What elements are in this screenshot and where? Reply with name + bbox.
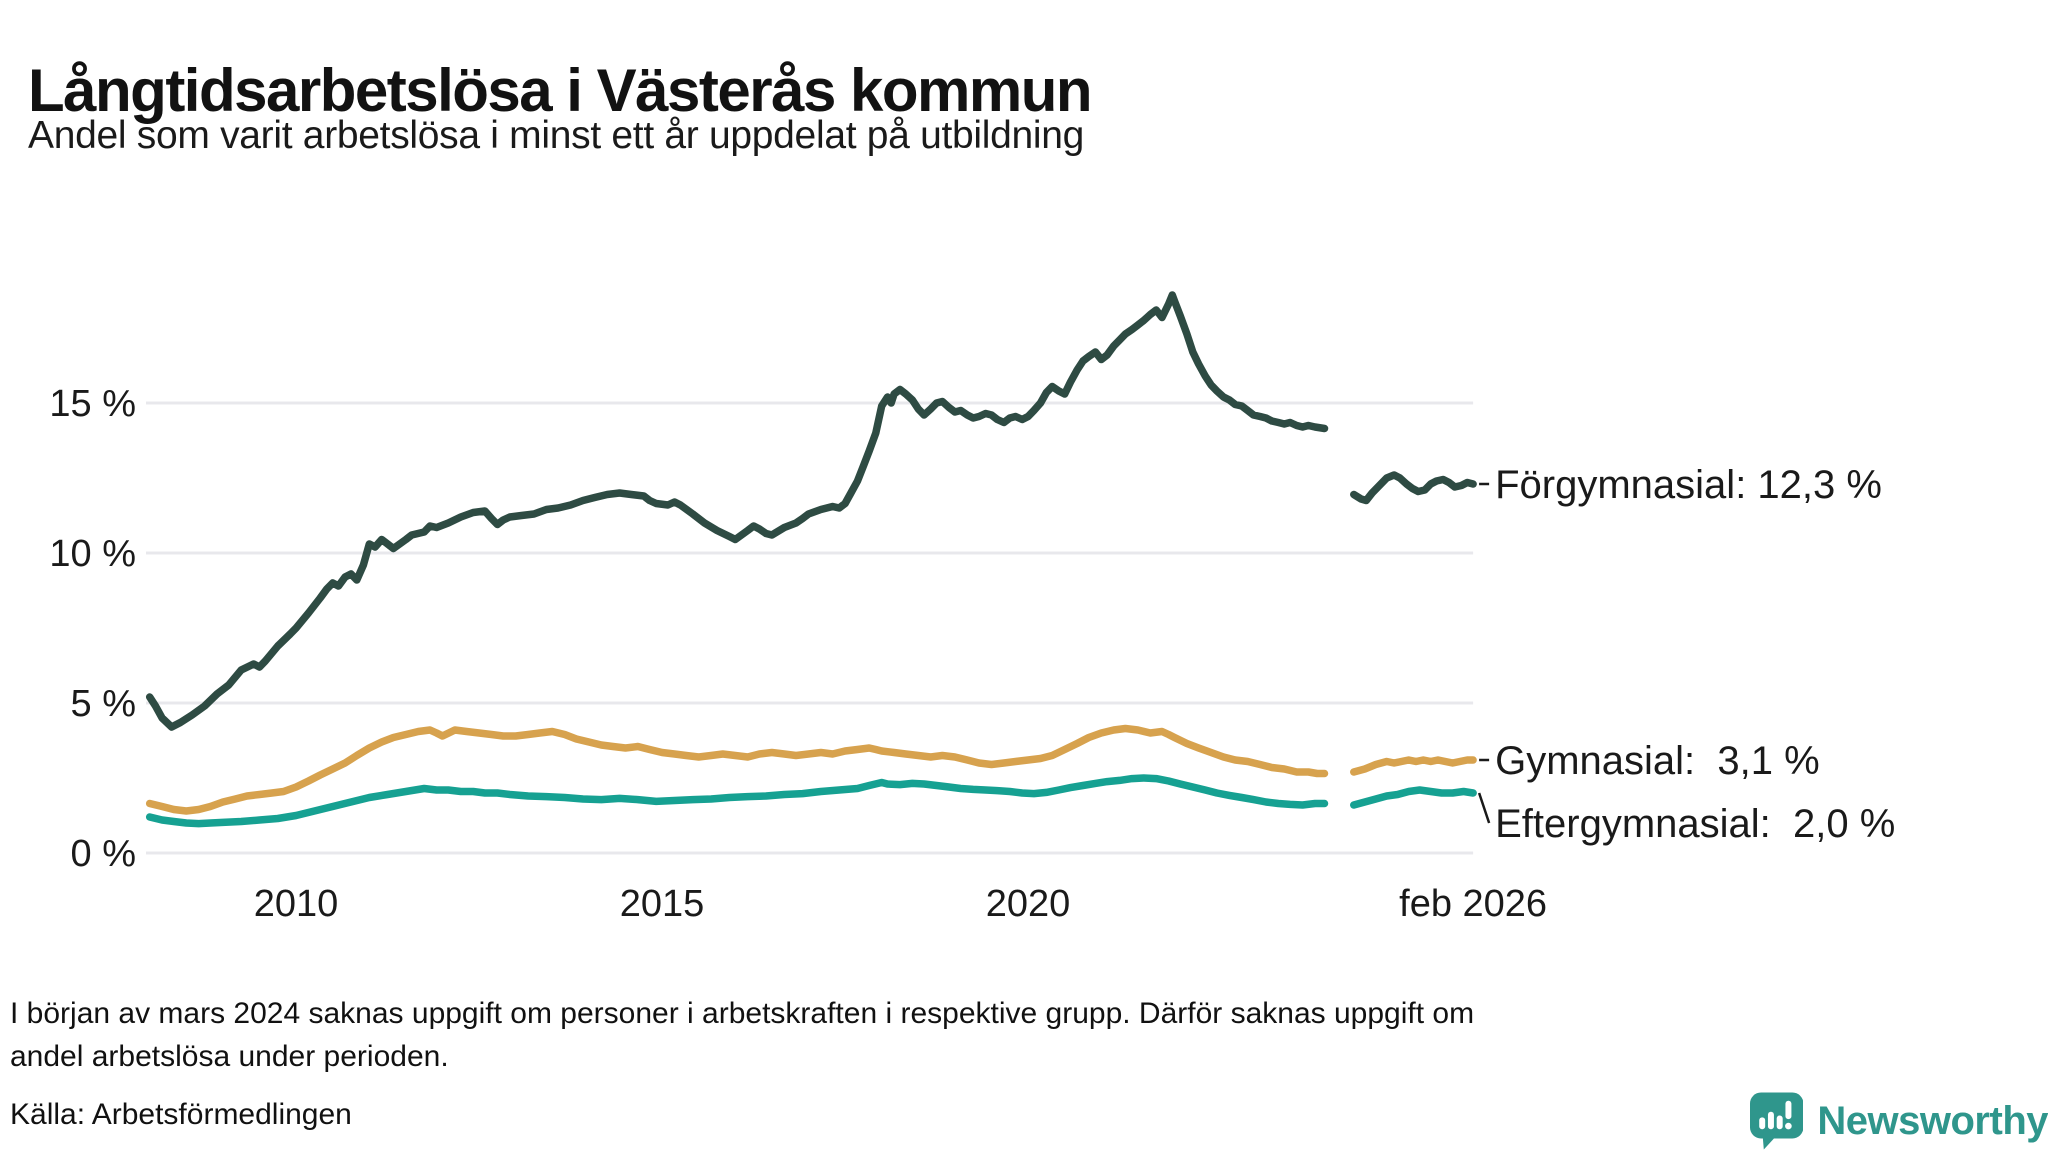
page-subtitle: Andel som varit arbetslösa i minst ett å… — [28, 114, 1085, 157]
label-connector-eftergymnasial — [1477, 792, 1491, 824]
series-line-eftergymnasial — [145, 774, 1329, 828]
series-label-gymnasial: Gymnasial: 3,1 % — [1495, 739, 1820, 783]
page-title: Långtidsarbetslösa i Västerås kommun — [28, 57, 1093, 125]
y-tick-label: 15 % — [49, 383, 136, 425]
x-tick-label: 2015 — [620, 883, 705, 925]
x-tick-label: feb 2026 — [1399, 883, 1547, 925]
y-tick-label: 10 % — [49, 533, 136, 575]
y-tick-label: 0 % — [71, 833, 136, 875]
series-label-förgymnasial: Förgymnasial: 12,3 % — [1495, 463, 1882, 507]
footnote-line-2: andel arbetslösa under perioden. — [10, 1040, 449, 1073]
series-line-gymnasial — [1350, 756, 1477, 776]
x-tick-label: 2020 — [986, 883, 1071, 925]
series-line-förgymnasial — [145, 291, 1329, 731]
series-line-eftergymnasial — [1350, 786, 1477, 809]
footnote: I början av mars 2024 saknas uppgift om … — [10, 992, 1474, 1078]
y-tick-label: 5 % — [71, 683, 136, 725]
series-label-eftergymnasial: Eftergymnasial: 2,0 % — [1495, 802, 1895, 846]
newsworthy-logo[interactable]: Newsworthy — [1750, 1090, 2048, 1152]
newsworthy-wordmark: Newsworthy — [1817, 1098, 2048, 1143]
x-tick-label: 2010 — [254, 883, 339, 925]
source-text: Källa: Arbetsförmedlingen — [10, 1098, 352, 1131]
series-line-förgymnasial — [1350, 471, 1477, 505]
newsworthy-icon — [1750, 1092, 1804, 1150]
series-line-gymnasial — [145, 724, 1329, 815]
footnote-line-1: I början av mars 2024 saknas uppgift om … — [10, 997, 1475, 1030]
